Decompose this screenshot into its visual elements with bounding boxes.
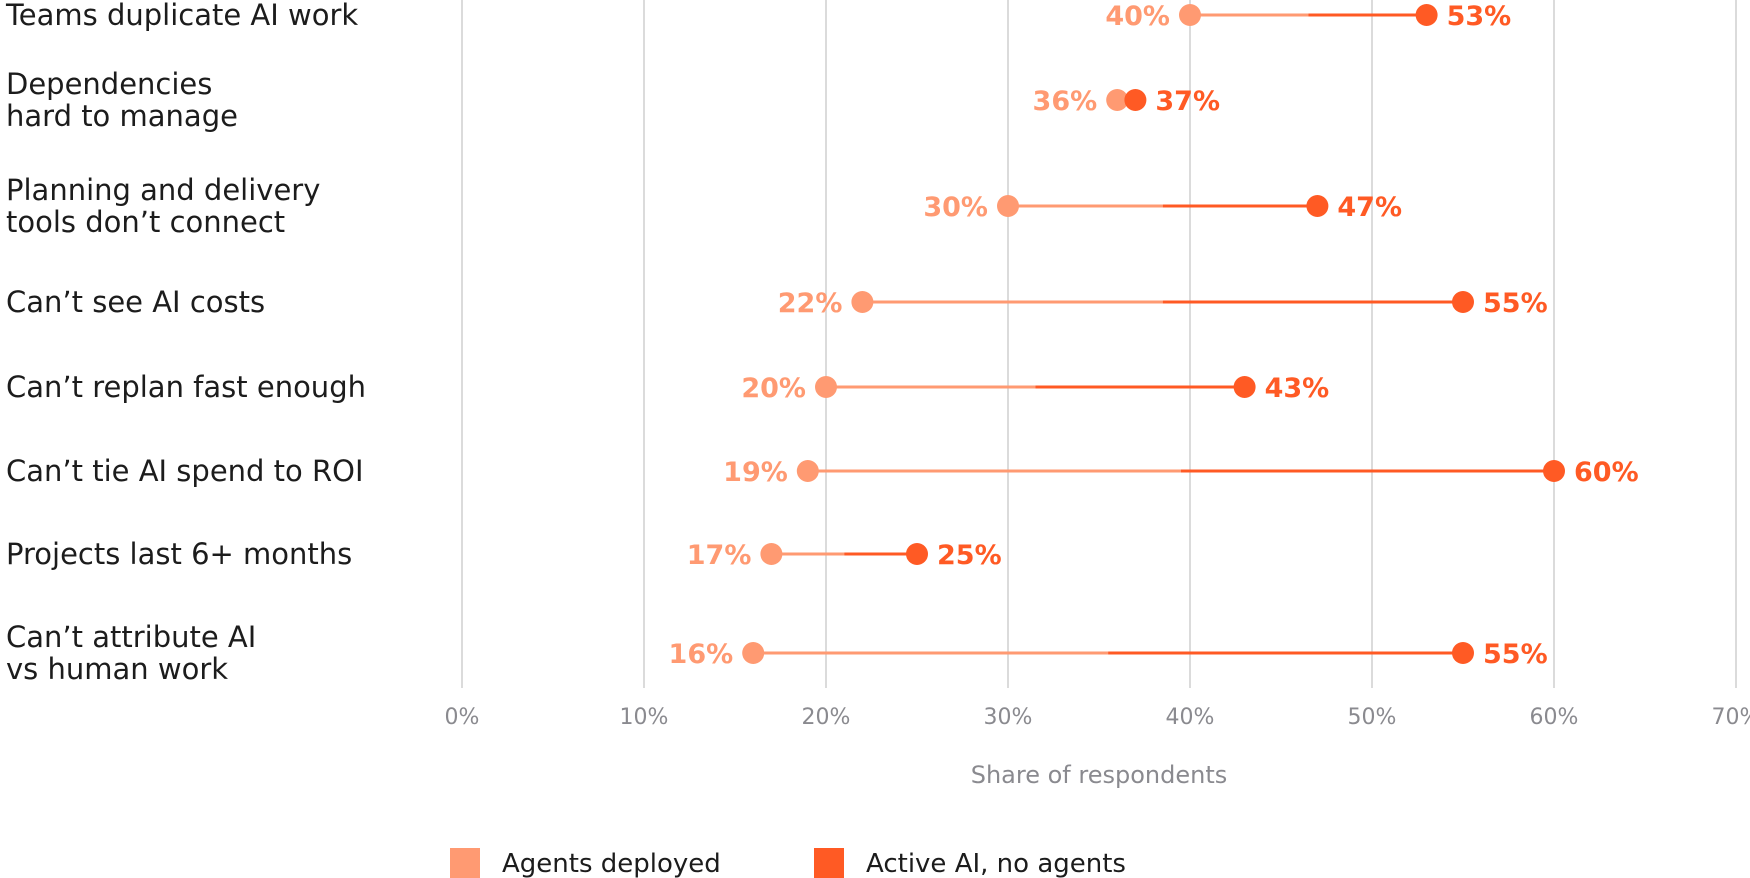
- category-label: Can’t see AI costs: [6, 285, 265, 319]
- category-label: Can’t tie AI spend to ROI: [6, 454, 364, 488]
- value-label-agents-deployed: 30%: [923, 192, 988, 223]
- point-active-ai-no-agents: [1233, 376, 1256, 398]
- value-label-agents-deployed: 16%: [669, 639, 734, 670]
- value-label-agents-deployed: 40%: [1105, 1, 1170, 32]
- x-tick-label: 10%: [620, 705, 669, 730]
- point-agents-deployed: [742, 642, 765, 664]
- value-label-agents-deployed: 19%: [723, 457, 788, 488]
- x-tick-label: 50%: [1348, 705, 1397, 730]
- category-label: vs human work: [6, 652, 228, 686]
- dumbbell-marks: 40% 53% 36% 37% 30% 47% 22% 55% 20% 43% 19% 60% 17% 2…: [669, 1, 1639, 670]
- point-active-ai-no-agents: [1415, 4, 1438, 26]
- category-label: Planning and delivery: [6, 173, 320, 207]
- legend-agents-deployed-label: Agents deployed: [502, 849, 721, 878]
- value-label-active-ai-no-agents: 60%: [1574, 457, 1639, 488]
- category-label: Can’t attribute AI: [6, 620, 256, 654]
- category-label: hard to manage: [6, 99, 238, 133]
- x-axis-title: Share of respondents: [971, 761, 1228, 789]
- category-label: Projects last 6+ months: [6, 537, 352, 571]
- x-tick-label: 40%: [1166, 705, 1215, 730]
- category-label: Can’t replan fast enough: [6, 370, 366, 404]
- x-tick-label: 70%: [1712, 705, 1750, 730]
- x-tick-label: 60%: [1530, 705, 1579, 730]
- point-agents-deployed: [851, 291, 874, 313]
- legend-active-ai-no-agents-label: Active AI, no agents: [866, 849, 1126, 878]
- value-label-active-ai-no-agents: 37%: [1155, 86, 1220, 117]
- legend: Agents deployed Active AI, no agents: [450, 848, 1126, 878]
- point-active-ai-no-agents: [1306, 195, 1329, 217]
- category-label: Dependencies: [6, 67, 212, 101]
- point-agents-deployed: [1179, 4, 1201, 26]
- point-active-ai-no-agents: [1452, 642, 1474, 664]
- value-label-active-ai-no-agents: 55%: [1483, 639, 1548, 670]
- category-label: Teams duplicate AI work: [5, 0, 358, 32]
- category-labels: Teams duplicate AI work Dependencieshard …: [5, 0, 366, 686]
- point-agents-deployed: [997, 195, 1019, 217]
- x-tick-label: 20%: [802, 705, 851, 730]
- category-label: tools don’t connect: [6, 205, 285, 239]
- legend-agents-deployed-swatch: [450, 848, 480, 878]
- x-tick-label: 30%: [984, 705, 1033, 730]
- point-active-ai-no-agents: [1452, 291, 1474, 313]
- value-label-agents-deployed: 36%: [1033, 86, 1098, 117]
- value-label-active-ai-no-agents: 25%: [937, 540, 1002, 571]
- value-label-active-ai-no-agents: 47%: [1337, 192, 1402, 223]
- value-label-active-ai-no-agents: 55%: [1483, 288, 1548, 319]
- point-agents-deployed: [796, 460, 819, 482]
- point-active-ai-no-agents: [1124, 89, 1147, 111]
- value-label-agents-deployed: 17%: [687, 540, 752, 571]
- point-agents-deployed: [760, 543, 783, 565]
- value-label-agents-deployed: 22%: [778, 288, 843, 319]
- x-axis-ticks: 0% 10% 20% 30% 40% 50% 60% 70%: [445, 705, 1750, 730]
- value-label-agents-deployed: 20%: [741, 373, 806, 404]
- x-tick-label: 0%: [445, 705, 480, 730]
- value-label-active-ai-no-agents: 53%: [1447, 1, 1512, 32]
- value-label-active-ai-no-agents: 43%: [1265, 373, 1330, 404]
- point-agents-deployed: [1106, 89, 1129, 111]
- point-active-ai-no-agents: [1543, 460, 1565, 482]
- point-agents-deployed: [815, 376, 837, 398]
- point-active-ai-no-agents: [906, 543, 928, 565]
- gridlines: [461, 0, 1737, 688]
- legend-active-ai-no-agents-swatch: [814, 848, 844, 878]
